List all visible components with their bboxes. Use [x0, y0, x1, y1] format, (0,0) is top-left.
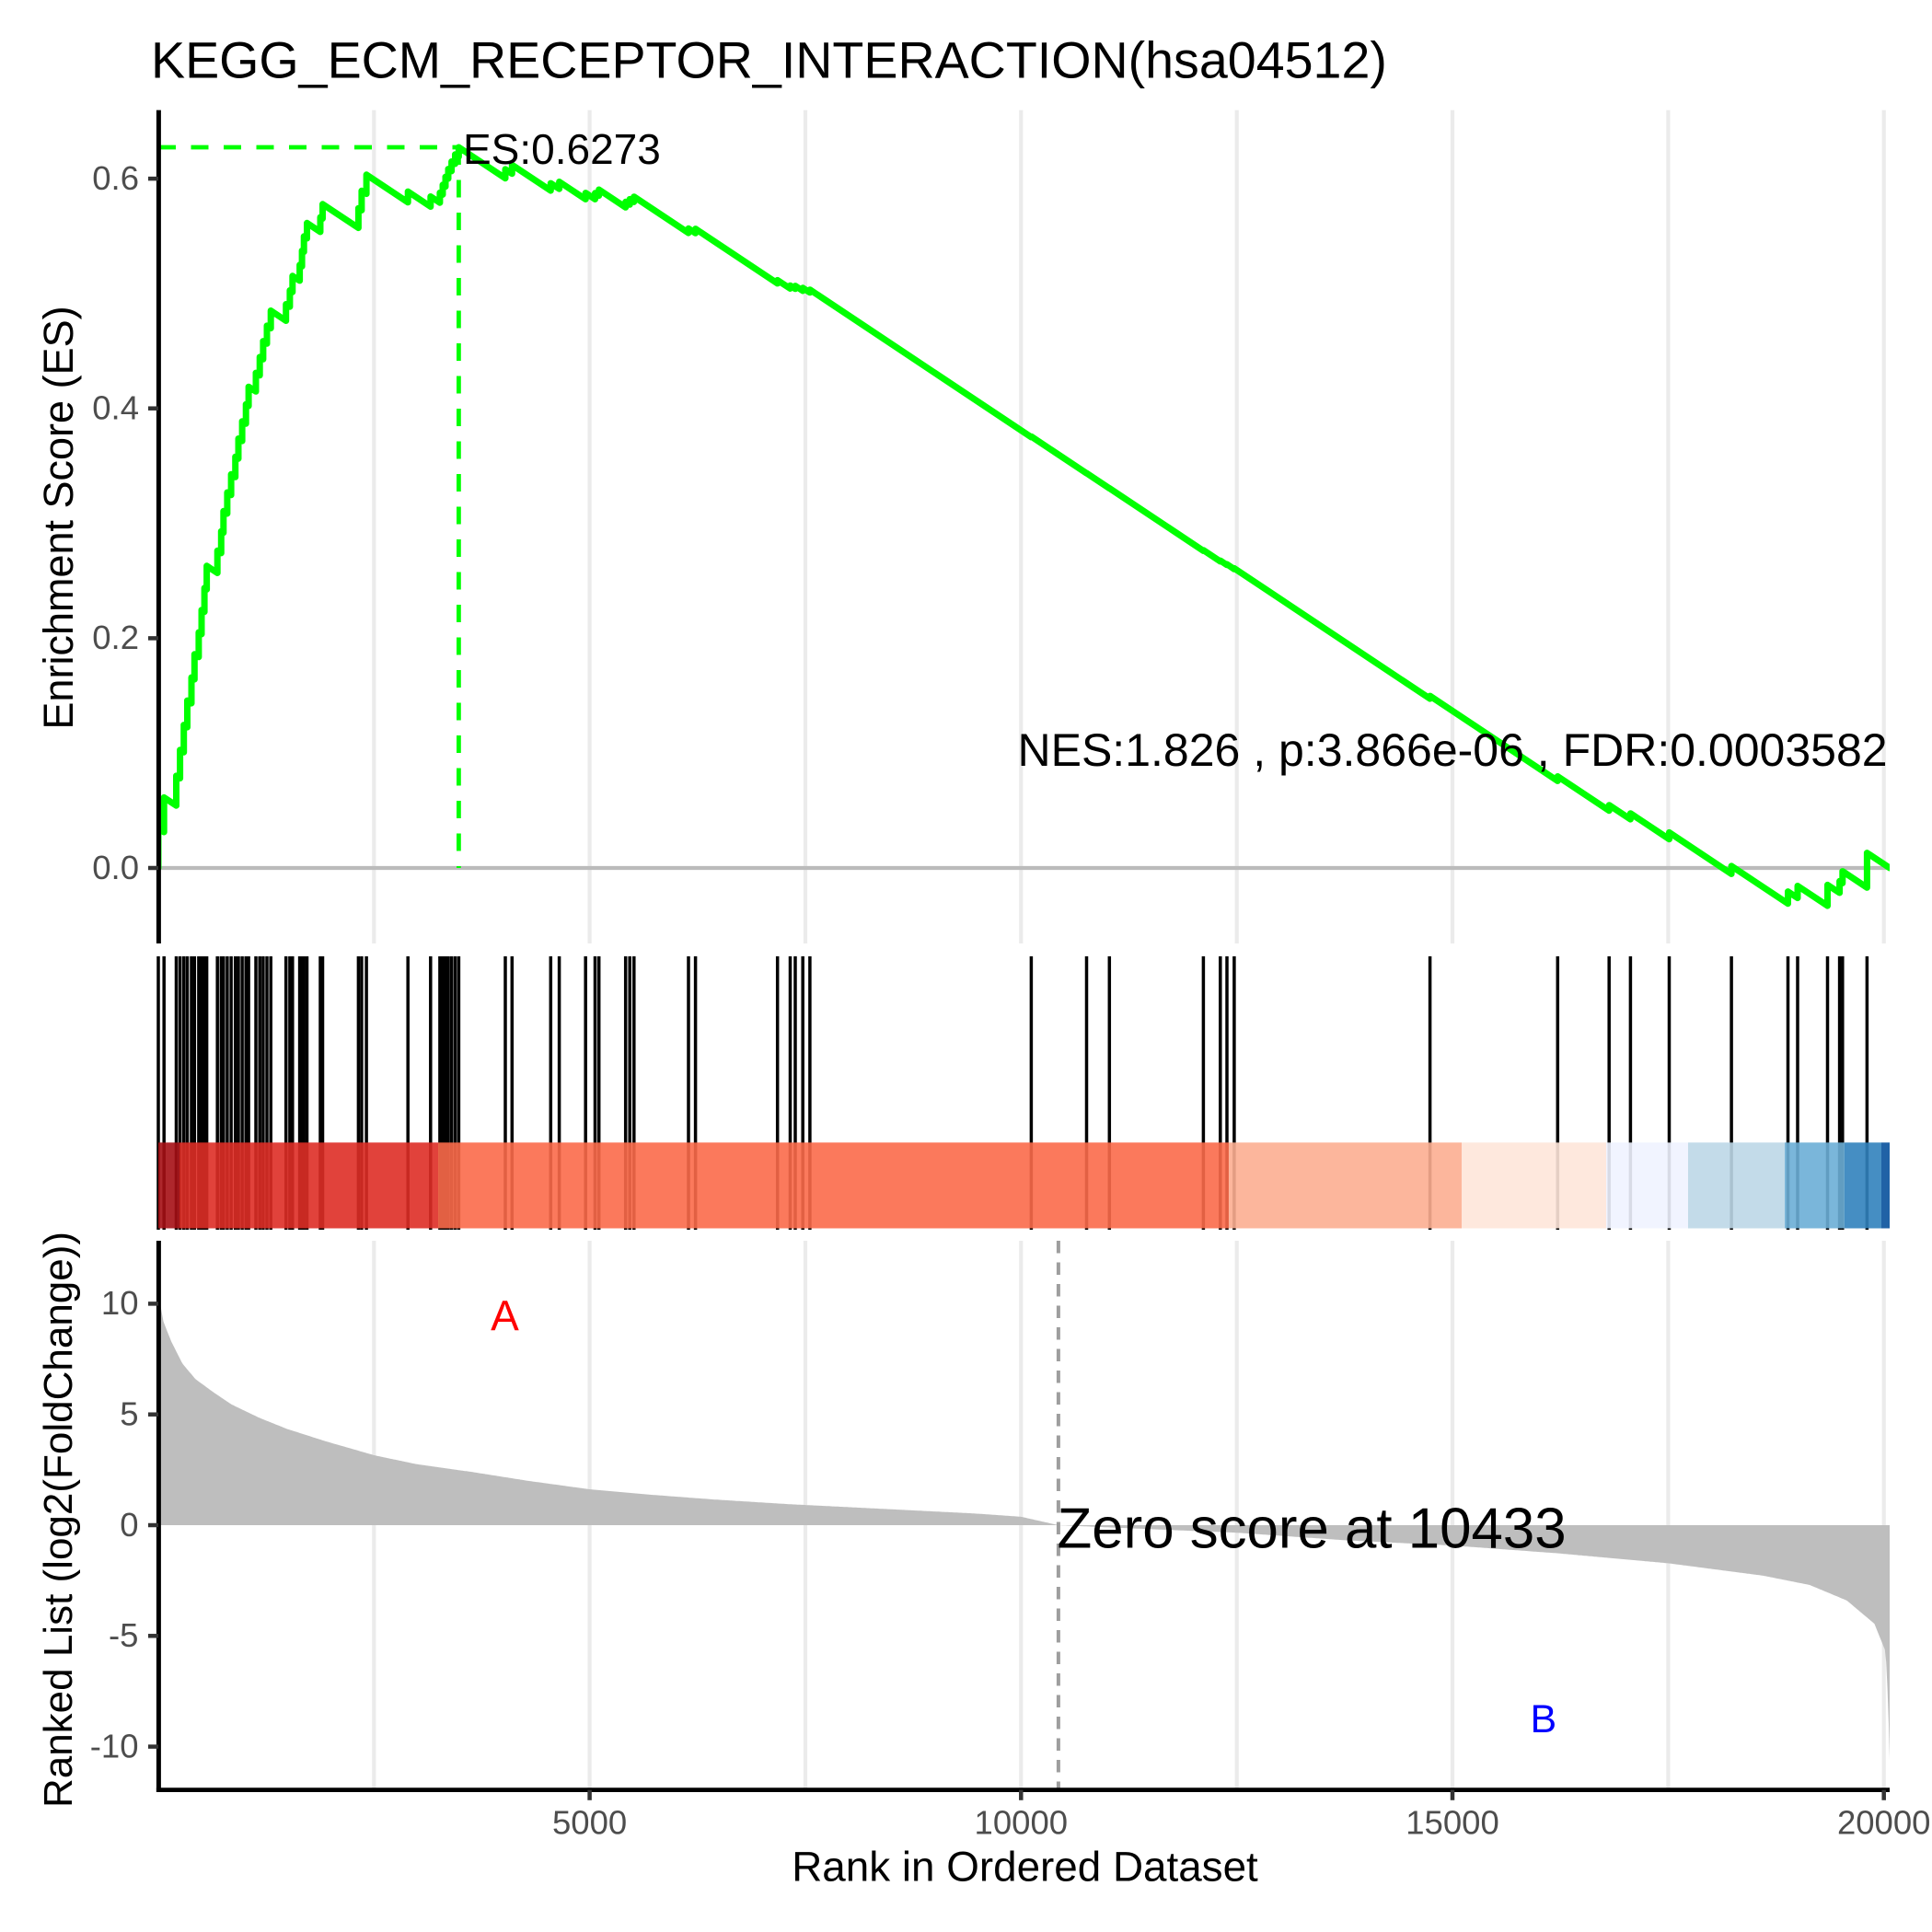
- svg-text:5: 5: [120, 1395, 138, 1433]
- svg-text:10000: 10000: [975, 1804, 1069, 1842]
- svg-text:15000: 15000: [1406, 1804, 1499, 1842]
- svg-text:Zero score at 10433: Zero score at 10433: [1058, 1498, 1567, 1561]
- svg-text:Ranked List (log2(FoldChange)): Ranked List (log2(FoldChange)): [36, 1232, 81, 1808]
- svg-text:10: 10: [101, 1284, 139, 1322]
- svg-text:KEGG_ECM_RECEPTOR_INTERACTION(: KEGG_ECM_RECEPTOR_INTERACTION(hsa04512): [151, 32, 1387, 89]
- svg-text:0.6: 0.6: [92, 159, 139, 197]
- svg-text:0: 0: [120, 1506, 138, 1544]
- svg-text:NES:1.826 , p:3.866e-06 , FDR:: NES:1.826 , p:3.866e-06 , FDR:0.0003582: [1018, 724, 1888, 776]
- svg-text:-10: -10: [90, 1727, 139, 1764]
- svg-text:0.0: 0.0: [92, 849, 139, 886]
- svg-text:20000: 20000: [1837, 1804, 1931, 1842]
- svg-text:0.4: 0.4: [92, 389, 139, 427]
- svg-text:Rank in Ordered Dataset: Rank in Ordered Dataset: [792, 1844, 1258, 1891]
- svg-text:ES:0.6273: ES:0.6273: [463, 125, 661, 173]
- svg-text:-5: -5: [109, 1616, 138, 1654]
- svg-text:Enrichment Score (ES): Enrichment Score (ES): [35, 306, 82, 729]
- svg-text:0.2: 0.2: [92, 619, 139, 656]
- svg-text:B: B: [1531, 1697, 1557, 1741]
- svg-text:A: A: [491, 1292, 519, 1340]
- svg-text:5000: 5000: [552, 1804, 627, 1842]
